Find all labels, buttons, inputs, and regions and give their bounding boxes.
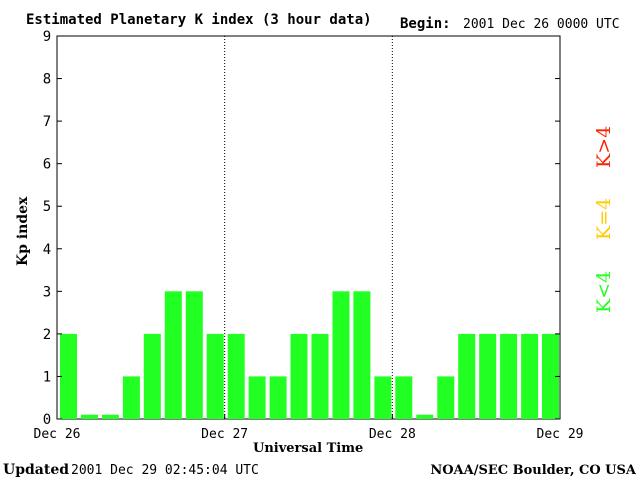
bar	[416, 414, 434, 419]
bar	[81, 414, 98, 419]
y-tick-label: 8	[43, 72, 51, 88]
bar	[185, 291, 203, 419]
x-axis-label: Universal Time	[253, 441, 363, 456]
legend-high: K>4	[593, 126, 615, 168]
bar	[500, 333, 518, 419]
plot-border	[56, 35, 561, 420]
bar	[542, 333, 559, 419]
y-tick-label: 4	[43, 242, 51, 258]
begin-label: Begin:	[400, 16, 451, 32]
begin-value: 2001 Dec 26 0000 UTC	[463, 17, 620, 32]
x-tick-label: Dec 29	[537, 427, 584, 442]
bar	[395, 376, 413, 419]
x-tick-label: Dec 26	[34, 427, 81, 442]
bar	[311, 333, 329, 419]
y-tick-label: 7	[43, 114, 51, 130]
bar	[227, 333, 245, 419]
bar	[164, 291, 182, 419]
bar	[206, 333, 224, 419]
bar	[269, 376, 287, 419]
y-tick-label: 0	[43, 412, 51, 428]
y-tick-label: 1	[43, 369, 51, 385]
bar	[248, 376, 266, 419]
bar	[374, 376, 392, 419]
legend-equal: K=4	[593, 198, 615, 240]
bar	[60, 333, 77, 419]
y-tick-label: 9	[43, 29, 51, 45]
source-credit: NOAA/SEC Boulder, CO USA	[430, 463, 637, 478]
day-separators	[224, 36, 393, 419]
y-axis-label: Kp index	[15, 196, 31, 266]
plot-area	[56, 35, 561, 420]
bar	[479, 333, 497, 419]
y-tick-label: 6	[43, 157, 51, 173]
chart-title: Estimated Planetary K index (3 hour data…	[26, 12, 372, 28]
y-tick-label: 5	[43, 199, 51, 215]
y-axis-ticks: 0 1 2 3 4 5 6 7 8 9	[43, 29, 560, 428]
updated-value: 2001 Dec 29 02:45:04 UTC	[71, 463, 259, 478]
bar	[290, 333, 308, 419]
updated-label: Updated	[3, 462, 69, 478]
bar	[521, 333, 539, 419]
y-tick-label: 3	[43, 284, 51, 300]
x-tick-label: Dec 27	[201, 427, 248, 442]
bar	[353, 291, 371, 419]
bar	[458, 333, 476, 419]
bar	[122, 376, 140, 419]
legend-low: K<4	[593, 271, 615, 313]
bar	[101, 414, 119, 419]
y-tick-label: 2	[43, 327, 51, 343]
legend: K>4 K=4 K<4	[593, 126, 615, 313]
x-tick-label: Dec 28	[369, 427, 416, 442]
bar	[332, 291, 350, 419]
x-axis-ticks: Dec 26 Dec 27 Dec 28 Dec 29	[34, 414, 584, 442]
bar	[143, 333, 161, 419]
bar-series	[60, 291, 559, 419]
bar	[437, 376, 455, 419]
